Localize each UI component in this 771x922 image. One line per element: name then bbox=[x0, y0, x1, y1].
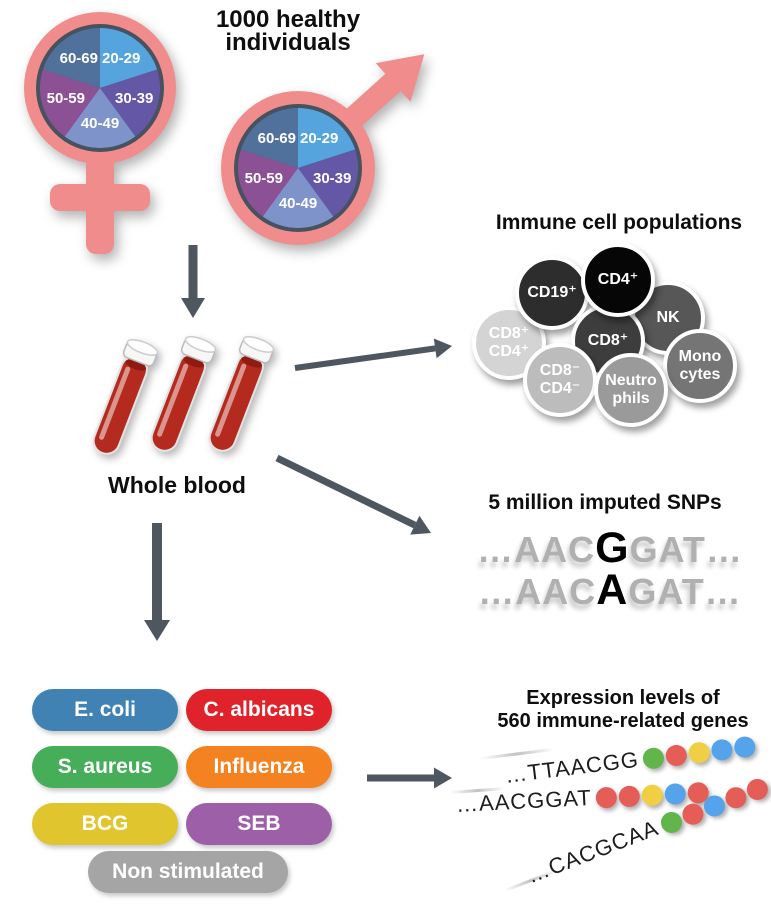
age-slice-40-49 bbox=[64, 88, 136, 148]
age-label-40-49: 40-49 bbox=[81, 115, 119, 132]
cell-label: CD4⁻ bbox=[539, 380, 581, 397]
blue-bead bbox=[709, 737, 734, 762]
stimulus-pill-c-albicans: C. albicans bbox=[186, 689, 332, 731]
blue-bead bbox=[664, 782, 687, 805]
age-label-20-29: 20-29 bbox=[102, 50, 140, 67]
female-symbol-bar bbox=[50, 184, 150, 211]
cell-label: Neutro bbox=[605, 372, 657, 390]
stimulus-pill-s-aureus: S. aureus bbox=[32, 746, 178, 788]
cell-neutro-phils: Neutro phils bbox=[594, 353, 668, 427]
blood-tube bbox=[86, 335, 161, 460]
age-label-40-49: 40-49 bbox=[279, 195, 317, 212]
cell-label: CD19⁺ bbox=[527, 284, 577, 302]
snp-seq-1-variant: G bbox=[595, 524, 630, 572]
expression-title: Expression levels of 560 immune-related … bbox=[458, 687, 771, 733]
flow-arrow bbox=[181, 245, 205, 318]
age-label-50-59: 50-59 bbox=[47, 90, 85, 107]
snp-sequence-2: …AACAGAT… bbox=[440, 569, 771, 613]
age-label-60-69: 60-69 bbox=[258, 130, 296, 147]
red-bead bbox=[618, 784, 641, 807]
age-slice-20-29 bbox=[100, 27, 158, 88]
cell-cd8⁻-cd4⁻: CD8⁻ CD4⁻ bbox=[523, 343, 597, 417]
age-slice-40-49 bbox=[262, 168, 334, 228]
snp-seq-2-pre: …AAC bbox=[478, 571, 597, 612]
snp-seq-2-variant: A bbox=[596, 566, 629, 614]
age-slice-30-39 bbox=[298, 149, 359, 217]
snp-sequence-1: …AACGGAT… bbox=[440, 527, 771, 571]
cohort-title-line2: individuals bbox=[225, 29, 351, 56]
red-bead bbox=[595, 786, 618, 809]
stimulus-pill-bcg: BCG bbox=[32, 803, 178, 845]
cell-label: CD4⁺ bbox=[488, 343, 530, 360]
cell-label: phils bbox=[612, 390, 650, 407]
age-slice-60-69 bbox=[240, 108, 298, 168]
blue-bead bbox=[732, 734, 757, 759]
expression-title-line1: Expression levels of bbox=[526, 687, 720, 709]
snp-seq-2-post: GAT… bbox=[628, 571, 742, 612]
female-symbol: 20-29 30-39 40-49 50-59 60-69 bbox=[24, 12, 176, 254]
age-slice-60-69 bbox=[42, 28, 100, 88]
age-slice-20-29 bbox=[298, 108, 356, 168]
cell-label: CD8⁺ bbox=[587, 332, 629, 350]
stimulus-pill-seb: SEB bbox=[186, 803, 332, 845]
stimulus-pill-non-stimulated: Non stimulated bbox=[88, 851, 288, 893]
green-bead bbox=[657, 808, 685, 836]
stimulus-pill-e-coli: E. coli bbox=[32, 689, 178, 731]
snp-seq-1-post: GAT… bbox=[629, 529, 743, 570]
male-symbol: 20-29 30-39 40-49 50-59 60-69 bbox=[221, 54, 425, 245]
whole-blood-label: Whole blood bbox=[108, 472, 246, 498]
flow-arrow bbox=[367, 767, 452, 789]
snps-title: 5 million imputed SNPs bbox=[488, 491, 722, 514]
cell-label: NK bbox=[656, 309, 680, 327]
age-slice-50-59 bbox=[237, 149, 298, 217]
cell-label: cytes bbox=[679, 366, 721, 383]
green-bead bbox=[641, 746, 665, 770]
cell-cd19⁺: CD19⁺ bbox=[515, 256, 589, 330]
age-label-60-69: 60-69 bbox=[60, 50, 98, 67]
cell-cd4⁺: CD4⁺ bbox=[581, 243, 655, 317]
snp-seq-1-pre: …AAC bbox=[477, 529, 596, 570]
yellow-bead bbox=[687, 740, 711, 764]
cohort-title-line1: 1000 healthy bbox=[215, 6, 361, 33]
immune-cells-title: Immune cell populations bbox=[495, 211, 743, 234]
flow-arrow bbox=[294, 338, 452, 371]
age-label-20-29: 20-29 bbox=[300, 130, 338, 147]
cell-mono-cytes: Mono cytes bbox=[663, 329, 737, 403]
blood-tubes bbox=[86, 332, 277, 460]
red-bead bbox=[721, 783, 750, 811]
male-age-pie: 20-29 30-39 40-49 50-59 60-69 bbox=[237, 108, 359, 228]
red-bead bbox=[664, 743, 688, 767]
expression-title-line2: 560 immune-related genes bbox=[497, 710, 749, 732]
age-label-30-39: 30-39 bbox=[313, 170, 351, 187]
age-slice-50-59 bbox=[39, 69, 100, 137]
age-slice-30-39 bbox=[100, 69, 161, 137]
blue-bead bbox=[700, 792, 728, 820]
flow-arrow bbox=[144, 523, 170, 641]
cell-label: Mono bbox=[678, 348, 722, 366]
cell-label: CD8⁺ bbox=[488, 325, 530, 343]
female-age-pie: 20-29 30-39 40-49 50-59 60-69 bbox=[39, 27, 161, 148]
age-label-50-59: 50-59 bbox=[245, 170, 283, 187]
yellow-bead bbox=[641, 783, 664, 806]
age-label-30-39: 30-39 bbox=[115, 90, 153, 107]
stimulus-pill-influenza: Influenza bbox=[186, 746, 332, 788]
red-bead bbox=[679, 800, 707, 828]
flow-arrow bbox=[275, 454, 431, 535]
cell-label: CD4⁺ bbox=[597, 271, 639, 289]
cell-label: CD8⁻ bbox=[539, 362, 581, 380]
male-symbol-arrow-head bbox=[375, 54, 425, 102]
cohort-title: 1000 healthy individuals bbox=[150, 6, 426, 56]
